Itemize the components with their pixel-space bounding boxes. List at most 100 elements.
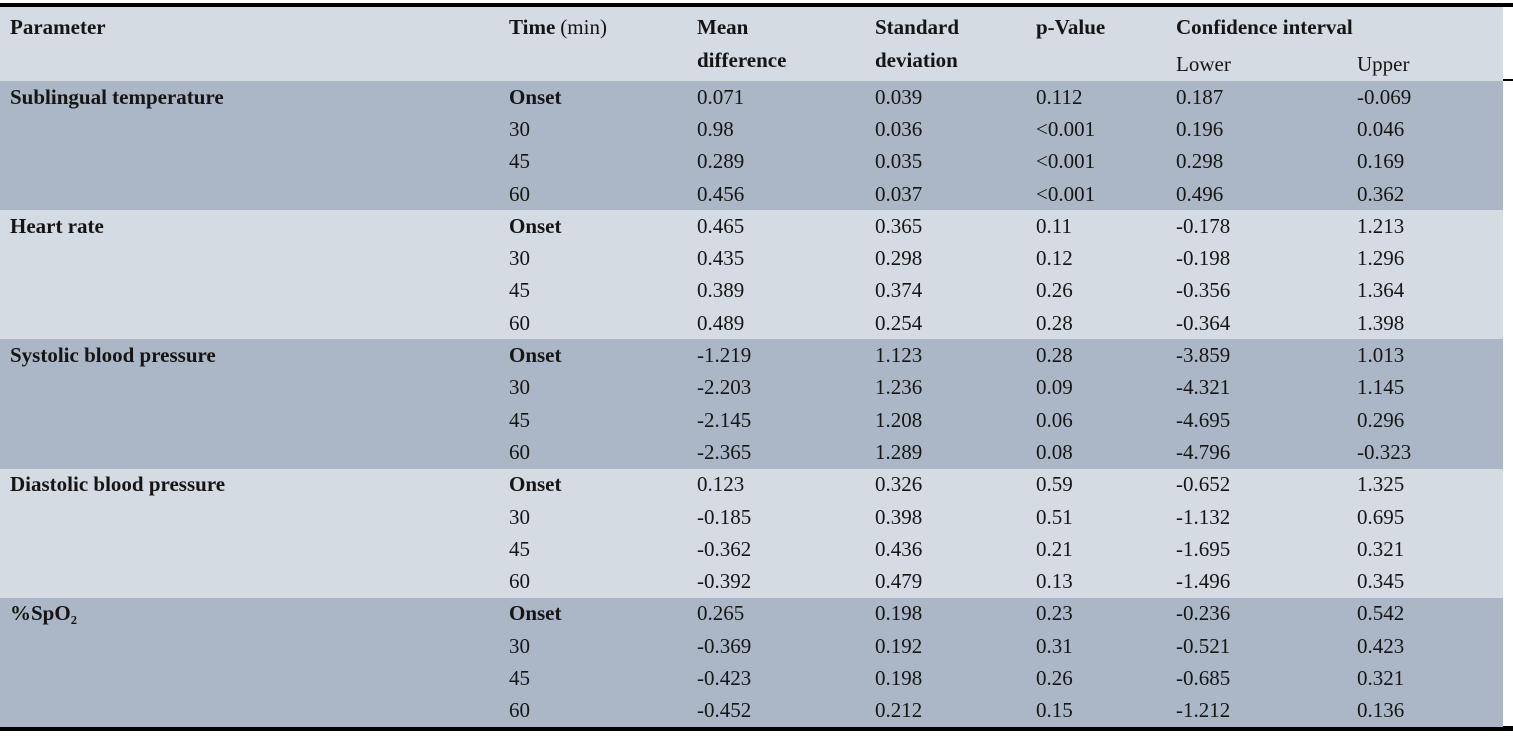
column-header-parameter-label: Parameter [10,15,106,39]
ci-upper-cell: 1.398 [1357,310,1405,335]
ci-upper-cell: 1.296 [1357,246,1405,271]
table-top-rule [0,3,1513,7]
table-body: Sublingual temperature Onset 0.071 0.039 0.1… [0,81,1504,727]
column-header-mean-difference: Mean difference [697,7,875,81]
time-cell: 60 [509,698,530,723]
time-cell: 45 [509,665,530,690]
time-cell: Onset [509,601,562,626]
parameter-cell [0,695,509,727]
time-cell: Onset [509,213,562,238]
column-header-ci-upper: Upper [1357,48,1503,81]
ci-upper-cell: 0.321 [1357,665,1405,690]
ci-lower-cell: -0.685 [1176,665,1231,690]
ci-lower-cell: -4.796 [1176,439,1231,464]
ci-upper-cell: 1.325 [1357,472,1405,497]
table-row: 45 -0.423 0.198 0.26 -0.685 0.321 [0,662,1504,695]
parameter-cell [0,662,509,694]
table-row: 30 0.435 0.298 0.12 -0.198 1.296 [0,242,1504,275]
mean-difference-cell: -2.203 [697,375,752,400]
p-value-cell: 0.06 [1036,407,1073,432]
standard-deviation-cell: 0.212 [875,698,923,723]
standard-deviation-cell: 0.035 [875,149,923,174]
p-value-cell: 0.08 [1036,439,1073,464]
p-value-cell: 0.28 [1036,343,1073,368]
column-header-parameter: Parameter [0,7,509,81]
column-header-time: Time (min) [509,7,697,81]
column-header-p-value: p-Value [1036,7,1176,81]
header-row-ci: Lower Upper [0,48,1503,81]
table-header: Parameter Time (min) Mean difference Stan… [0,7,1504,81]
p-value-cell: 0.11 [1036,213,1072,238]
p-value-cell: 0.23 [1036,601,1073,626]
table-row: 45 0.389 0.374 0.26 -0.356 1.364 [0,274,1504,308]
p-value-cell: <0.001 [1036,116,1096,141]
ci-lower-cell: -4.321 [1176,375,1231,400]
parameter-cell [0,307,509,339]
ci-lower-cell: -1.496 [1176,569,1231,594]
standard-deviation-cell: 0.036 [875,116,923,141]
table-row: 30 -0.185 0.398 0.51 -1.132 0.695 [0,500,1504,534]
ci-lower-cell: -1.212 [1176,698,1231,723]
ci-lower-cell: -0.236 [1176,601,1231,626]
table-row: Sublingual temperature Onset 0.071 0.039 0.1… [0,81,1504,114]
ci-upper-cell: 1.364 [1357,278,1405,303]
mean-difference-cell: -0.392 [697,569,752,594]
standard-deviation-cell: 0.479 [875,569,923,594]
table-bottom-rule [0,726,1513,731]
ci-lower-cell: -0.364 [1176,310,1231,335]
standard-deviation-cell: 0.198 [875,665,923,690]
ci-upper-cell: -0.323 [1357,439,1412,464]
table-row: 45 -0.362 0.436 0.21 -1.695 0.321 [0,533,1504,566]
standard-deviation-cell: 0.365 [875,213,923,238]
table-row: Systolic blood pressure Onset -1.219 1.123 0… [0,339,1504,372]
ci-lower-cell: -0.356 [1176,278,1231,303]
ci-lower-cell: -0.521 [1176,633,1231,658]
table-row: 60 -2.365 1.289 0.08 -4.796 -0.323 [0,436,1504,469]
mean-difference-cell: 0.98 [697,116,734,141]
mean-difference-cell: -0.369 [697,633,752,658]
column-header-time-unit: (min) [560,15,607,39]
mean-difference-cell: -1.219 [697,343,752,368]
ci-lower-cell: 0.187 [1176,84,1224,109]
table-row: 30 -0.369 0.192 0.31 -0.521 0.423 [0,630,1504,663]
time-cell: Onset [509,343,562,368]
ci-lower-cell: -0.652 [1176,472,1231,497]
ci-upper-cell: 1.213 [1357,213,1405,238]
standard-deviation-cell: 0.198 [875,601,923,626]
parameter-cell: Diastolic blood pressure [10,472,226,497]
time-cell: 30 [509,375,530,400]
p-value-cell: 0.12 [1036,246,1073,271]
column-header-confidence-interval-label: Confidence interval [1176,15,1353,39]
time-cell: Onset [509,84,562,109]
table-row: 45 -2.145 1.208 0.06 -4.695 0.296 [0,403,1504,437]
column-header-confidence-interval: Confidence interval [1176,7,1503,48]
ci-upper-cell: 0.542 [1357,601,1405,626]
column-header-standard-deviation: Standard deviation [875,7,1036,81]
table-row: 45 0.289 0.035 <0.001 0.298 0.169 [0,145,1504,178]
mean-difference-cell: 0.489 [697,310,745,335]
standard-deviation-cell: 0.254 [875,310,923,335]
ci-upper-cell: 0.321 [1357,536,1405,561]
table-row: Heart rate Onset 0.465 0.365 0.11 -0.178 1.213 [0,210,1504,243]
table-row: 30 -2.203 1.236 0.09 -4.321 1.145 [0,371,1504,404]
mean-difference-cell: 0.465 [697,213,745,238]
parameter-cell [0,146,509,178]
column-header-ci-lower-label: Lower [1176,52,1231,76]
p-value-cell: <0.001 [1036,181,1096,206]
p-value-cell: 0.26 [1036,278,1073,303]
standard-deviation-cell: 1.236 [875,375,923,400]
standard-deviation-cell: 0.374 [875,278,923,303]
standard-deviation-cell: 0.039 [875,84,923,109]
standard-deviation-cell: 0.298 [875,246,923,271]
p-value-cell: 0.21 [1036,536,1073,561]
ci-lower-cell: -1.132 [1176,504,1231,529]
ci-lower-cell: -3.859 [1176,343,1231,368]
parameter-cell [0,565,509,597]
ci-upper-cell: 0.296 [1357,407,1405,432]
p-value-cell: 0.28 [1036,310,1073,335]
table-row: 30 0.98 0.036 <0.001 0.196 0.046 [0,113,1504,146]
table-row: 60 0.489 0.254 0.28 -0.364 1.398 [0,307,1504,340]
parameter-cell [0,178,509,210]
time-cell: 45 [509,407,530,432]
time-cell: 60 [509,439,530,464]
